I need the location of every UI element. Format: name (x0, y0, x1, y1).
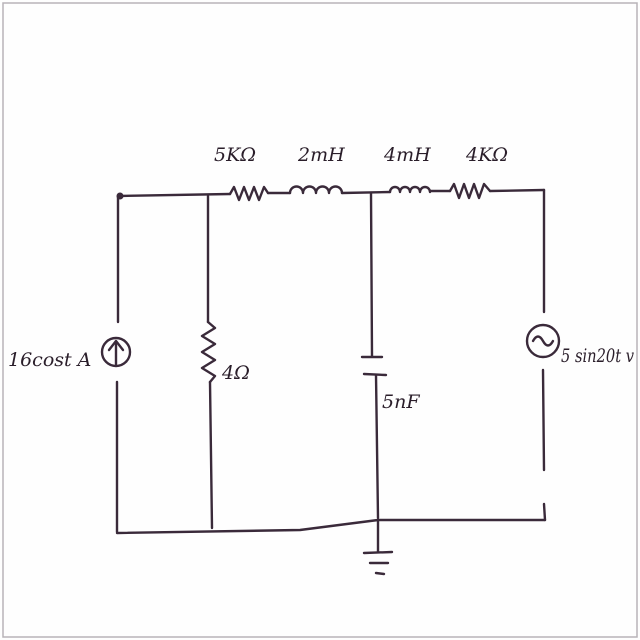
ground-icon (362, 550, 394, 576)
label-4ohm: 4Ω (221, 362, 250, 384)
label-voltage-source: 5 sin20t v (561, 345, 634, 367)
ac-voltage-source-icon (525, 323, 561, 359)
label-4mh: 4mH (383, 144, 431, 166)
top-wire-mid (340, 190, 392, 195)
cap-branch-bottom (374, 373, 380, 520)
right-wire-bottom (541, 368, 546, 472)
label-2mh: 2mH (297, 144, 345, 166)
top-wire-right (488, 188, 546, 193)
label-5k: 5KΩ (214, 144, 256, 166)
wires (115, 188, 547, 554)
current-source-arrow-icon (100, 336, 132, 368)
resistor-4k-symbol (448, 182, 492, 200)
resistor-5k-symbol (228, 185, 270, 202)
label-4k: 4KΩ (465, 144, 508, 166)
inductor-2mh-symbol (288, 185, 344, 195)
inductor-4mh-symbol (388, 185, 432, 194)
r4-branch-bottom (208, 380, 214, 530)
right-wire-stub (542, 502, 547, 522)
label-5nf: 5nF (382, 391, 420, 413)
capacitor-symbol (360, 355, 388, 377)
bottom-wire (115, 518, 547, 535)
top-left-node-dot (116, 192, 124, 200)
resistor-4ohm-symbol (200, 320, 217, 384)
cap-branch-top (369, 191, 374, 358)
label-current-source: 16cost A (8, 349, 91, 371)
top-wire-left (116, 192, 232, 198)
